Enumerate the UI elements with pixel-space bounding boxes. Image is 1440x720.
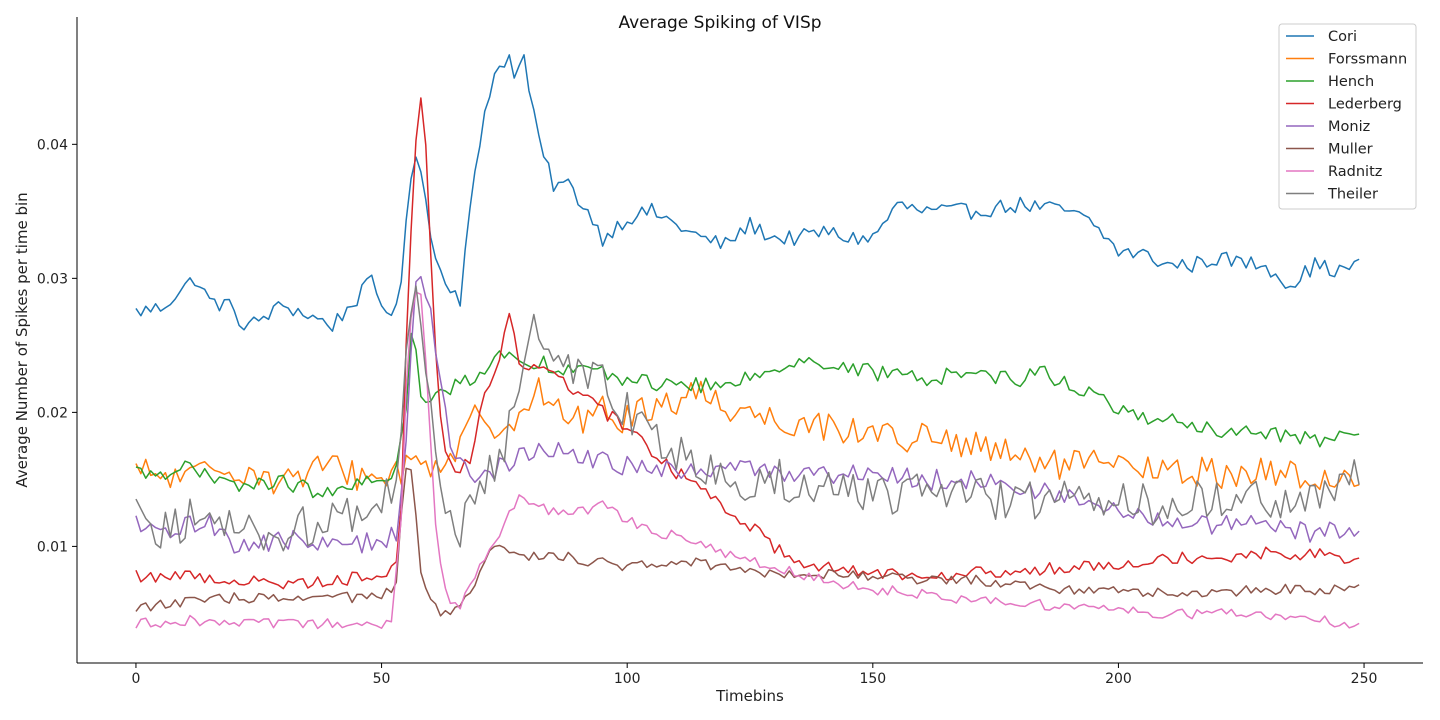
y-axis-label: Average Number of Spikes per time bin [13,192,31,487]
legend-label-theiler: Theiler [1327,187,1378,203]
series-line-theiler [135,285,1360,552]
y-tick-label: 0.03 [37,271,68,287]
y-tick-label: 0.02 [37,405,68,421]
legend-label-forssmann: Forssmann [1328,52,1407,68]
series-line-moniz [135,275,1360,554]
y-axis-ticks: 0.01 0.02 0.03 0.04 [37,137,77,555]
legend-label-cori: Cori [1328,29,1357,45]
x-axis-ticks: 0 50 100 150 200 250 [131,663,1377,687]
x-tick-label: 0 [131,671,140,687]
x-tick-label: 100 [614,671,641,687]
x-axis-label: Timebins [715,687,784,705]
x-tick-label: 150 [859,671,886,687]
series-line-cori [135,54,1360,332]
legend-label-lederberg: Lederberg [1328,97,1402,113]
legend-label-radnitz: Radnitz [1328,164,1382,180]
y-tick-label: 0.04 [37,137,68,153]
series-line-radnitz [135,291,1360,630]
legend: Cori Forssmann Hench Lederberg Moniz Muller Ra… [1278,23,1417,210]
chart-title: Average Spiking of VISp [618,13,821,33]
legend-label-hench: Hench [1328,74,1374,90]
series-line-muller [135,467,1360,617]
series-line-hench [135,332,1360,499]
x-tick-label: 250 [1351,671,1378,687]
x-tick-label: 200 [1105,671,1132,687]
x-tick-label: 50 [373,671,391,687]
legend-items: Cori Forssmann Hench Lederberg Moniz Muller Ra… [1286,29,1407,203]
series-line-forssmann [135,377,1360,495]
series-line-lederberg [135,97,1360,590]
legend-box [1278,23,1417,210]
legend-label-moniz: Moniz [1328,119,1370,135]
legend-label-muller: Muller [1328,142,1373,158]
plot-lines [135,54,1360,630]
y-tick-label: 0.01 [37,539,68,555]
